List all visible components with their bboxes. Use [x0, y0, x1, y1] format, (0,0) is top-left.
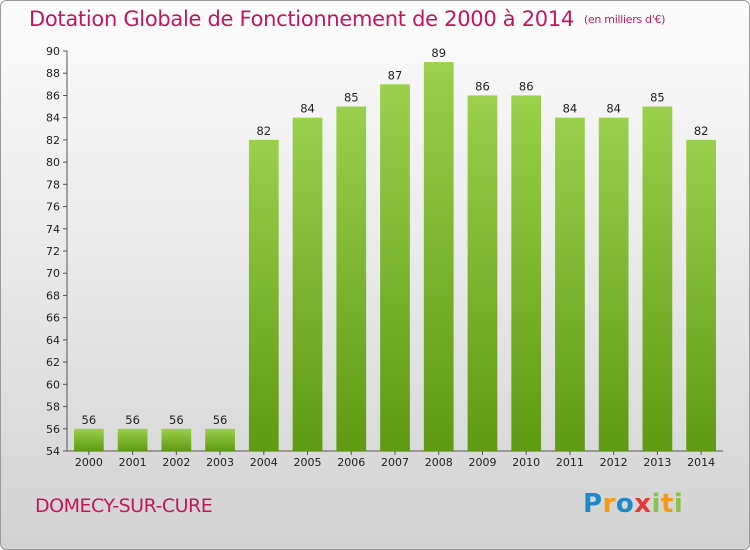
- city-name: DOMECY-SUR-CURE: [35, 495, 213, 517]
- x-tick-label-2011: 2011: [556, 456, 584, 469]
- value-label-2014: 82: [694, 124, 709, 138]
- y-tick-label: 66: [46, 312, 60, 325]
- y-tick-label: 80: [46, 156, 60, 169]
- bar-2001: [117, 428, 148, 451]
- value-label-2013: 85: [650, 91, 665, 105]
- y-tick-label: 90: [46, 45, 60, 58]
- x-tick-label-2001: 2001: [119, 456, 147, 469]
- y-tick-label: 62: [46, 356, 60, 369]
- x-tick-label-2005: 2005: [294, 456, 322, 469]
- x-tick-label-2000: 2000: [75, 456, 103, 469]
- x-tick-label-2004: 2004: [250, 456, 278, 469]
- y-tick-label: 58: [46, 401, 60, 414]
- bar-2013: [642, 106, 673, 452]
- x-tick-label-2009: 2009: [468, 456, 496, 469]
- bar-2006: [336, 106, 367, 452]
- value-label-2006: 85: [344, 91, 359, 105]
- bar-2010: [511, 95, 542, 451]
- value-label-2007: 87: [388, 68, 403, 82]
- value-label-2000: 56: [82, 413, 97, 427]
- value-label-2001: 56: [125, 413, 140, 427]
- value-label-2012: 84: [606, 102, 621, 116]
- chart-axes: 54 56 58 60 62 64 66 68 70 72 74 76 78 80 82 84 86 88 90 20…: [46, 45, 723, 469]
- value-label-2003: 56: [213, 413, 228, 427]
- bar-2007: [380, 84, 410, 451]
- y-tick-label: 56: [46, 423, 60, 436]
- bar-2004: [248, 139, 279, 451]
- y-tick-label: 64: [46, 334, 60, 347]
- y-tick-label: 68: [46, 289, 60, 302]
- chart-unit: (en milliers d'€): [583, 13, 666, 26]
- bar-2005: [292, 117, 323, 452]
- value-label-2008: 89: [431, 46, 446, 60]
- chart-value-labels: 56 56 56 56 82 84 85 87 89 86 86 84 84 85 82: [82, 46, 709, 427]
- value-label-2011: 84: [563, 102, 578, 116]
- x-tick-label-2012: 2012: [600, 456, 628, 469]
- bar-2009: [467, 95, 498, 451]
- bar-2002: [161, 428, 192, 451]
- value-label-2010: 86: [519, 79, 534, 93]
- chart-bars: [73, 62, 717, 452]
- value-label-2009: 86: [475, 79, 490, 93]
- y-tick-label: 70: [46, 267, 60, 280]
- bar-2000: [73, 428, 104, 451]
- y-tick-label: 60: [46, 378, 60, 391]
- y-tick-label: 76: [46, 201, 60, 214]
- x-tick-label-2008: 2008: [425, 456, 453, 469]
- y-tick-label: 72: [46, 245, 60, 258]
- x-tick-label-2007: 2007: [381, 456, 409, 469]
- y-tick-label: 84: [46, 112, 60, 125]
- proxiti-logo: Proxiti: [583, 489, 684, 519]
- bar-2011: [555, 117, 585, 452]
- y-tick-label: 86: [46, 89, 60, 102]
- x-tick-label-2003: 2003: [206, 456, 234, 469]
- bar-2008: [423, 62, 454, 451]
- x-tick-label-2010: 2010: [512, 456, 540, 469]
- value-label-2004: 82: [256, 124, 271, 138]
- x-tick-label-2013: 2013: [643, 456, 671, 469]
- bar-2014: [686, 139, 717, 451]
- bar-2003: [205, 428, 235, 451]
- x-tick-label-2006: 2006: [337, 456, 365, 469]
- x-tick-label-2002: 2002: [162, 456, 190, 469]
- value-label-2002: 56: [169, 413, 184, 427]
- x-tick-label-2014: 2014: [687, 456, 715, 469]
- y-tick-label: 54: [46, 445, 60, 458]
- y-tick-label: 78: [46, 178, 60, 191]
- y-tick-label: 88: [46, 67, 60, 80]
- value-label-2005: 84: [300, 102, 315, 116]
- y-tick-label: 82: [46, 134, 60, 147]
- bar-2012: [598, 117, 629, 452]
- chart-title-text: Dotation Globale de Fonctionnement de 20…: [29, 7, 574, 31]
- y-tick-label: 74: [46, 223, 60, 236]
- chart-title: Dotation Globale de Fonctionnement de 20…: [29, 7, 665, 31]
